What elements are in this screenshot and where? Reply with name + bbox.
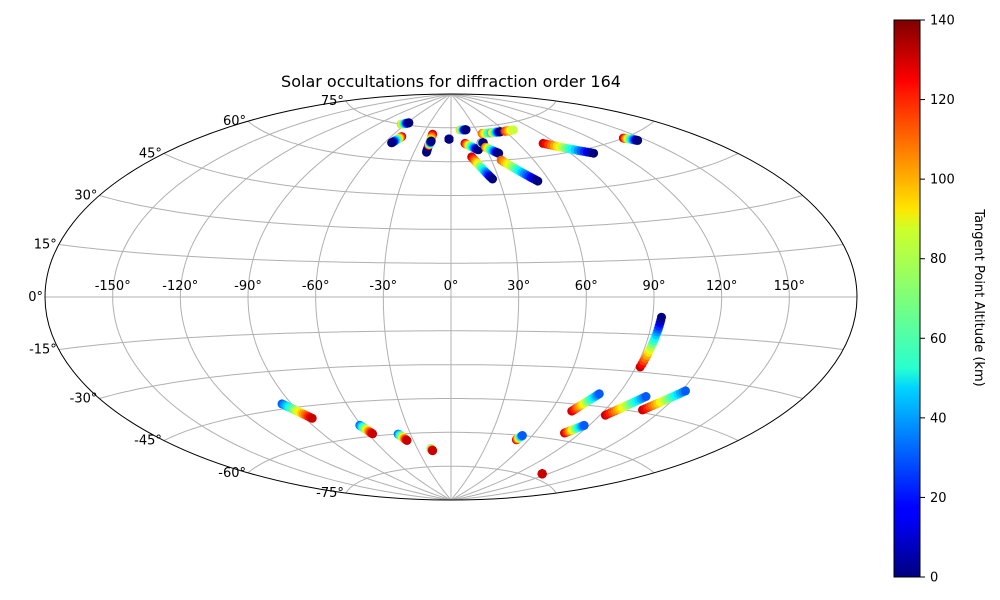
longitude-tick-label: 150° (774, 279, 805, 294)
occultation-track-occ-20 (600, 392, 651, 420)
chart-title: Solar occultations for diffraction order… (281, 72, 621, 91)
occultation-point (387, 138, 397, 148)
map-boundary (44, 93, 858, 501)
occultation-track-occ-15 (538, 138, 599, 158)
occultation-track-occ-17 (635, 312, 666, 372)
occultation-point (633, 135, 643, 145)
longitude-tick-label: 30° (507, 279, 530, 294)
latitude-tick-label: -30° (70, 392, 98, 407)
occultation-point (428, 446, 438, 456)
occultation-track-occ-26 (511, 431, 527, 445)
parallel-gridline (247, 120, 655, 163)
parallel-gridline (247, 431, 655, 474)
longitude-tick-label: -150° (95, 279, 131, 294)
occultation-point (461, 125, 471, 135)
occultation-track-occ-16 (618, 133, 643, 145)
longitude-tick-label: -90° (234, 279, 262, 294)
occultation-track-occ-10 (481, 142, 504, 158)
occultation-track-occ-5 (444, 134, 454, 144)
latitude-tick-label: -45° (134, 434, 162, 449)
occultation-track-occ-21 (638, 386, 690, 415)
occultation-track-occ-1 (396, 118, 414, 129)
occultation-track-occ-2 (387, 132, 407, 148)
colorbar-tick-label: 40 (930, 411, 947, 426)
latitude-tick-labels: 75° 60° 45° 30° 15° 0° -15° -30° -45° -60° -75° (28, 94, 344, 501)
parallel-gridline (99, 195, 803, 230)
occultation-point (517, 431, 527, 440)
longitude-tick-label: -30° (369, 279, 397, 294)
occultation-point (681, 386, 690, 396)
longitude-tick-label: 0° (444, 279, 459, 294)
occultation-track-occ-11 (496, 155, 543, 186)
occultation-point (657, 312, 666, 322)
colorbar-gradient (893, 19, 921, 578)
occultation-track-occ-7 (460, 138, 483, 155)
occultation-track-occ-25 (426, 444, 438, 456)
occultation-track-occ-24 (393, 429, 412, 445)
occultation-point (426, 136, 436, 146)
parallel-gridline (58, 330, 844, 350)
occultation-point (533, 176, 543, 186)
longitude-tick-labels: -150° -120° -90° -60° -30° 0° 30° 60° 90° 120° 150… (95, 279, 805, 294)
colorbar: 0 20 40 60 80 100 120 140 Tangent Point Altitud… (893, 14, 986, 586)
occultation-track-occ-27 (537, 469, 547, 479)
colorbar-tick-label: 100 (930, 173, 955, 188)
occultation-track-occ-6 (455, 125, 471, 135)
longitude-tick-label: -60° (302, 279, 330, 294)
occultation-point (589, 148, 599, 158)
occultation-point (404, 118, 414, 128)
latitude-tick-label: -15° (29, 343, 57, 358)
longitude-tick-label: -120° (162, 279, 198, 294)
occultation-point (402, 436, 412, 445)
occultation-track-occ-14 (500, 125, 518, 136)
colorbar-tick-label: 0 (930, 571, 938, 586)
occultation-track-occ-22 (277, 399, 317, 423)
parallel-gridline (345, 100, 557, 129)
latitude-tick-label: -60° (218, 466, 246, 481)
occultation-point (537, 469, 547, 479)
occultation-point (307, 413, 317, 423)
occultation-track-occ-18 (567, 389, 604, 416)
occultation-point (594, 389, 604, 399)
latitude-tick-label: 75° (321, 94, 344, 109)
longitude-tick-label: 90° (642, 279, 665, 294)
occultation-point (641, 392, 651, 401)
latitude-tick-label: 15° (34, 238, 57, 253)
longitude-tick-label: 120° (706, 279, 737, 294)
parallel-gridline (345, 465, 557, 494)
occultation-point (488, 174, 497, 184)
occultation-track-occ-4 (424, 136, 436, 150)
occultation-point (579, 420, 589, 430)
occultation-point (508, 125, 518, 135)
occultation-track-occ-19 (560, 420, 589, 438)
map-grid (45, 93, 857, 501)
parallel-gridline (99, 364, 803, 399)
occultation-point (368, 429, 378, 439)
occultation-point (494, 148, 504, 158)
colorbar-tick-label: 120 (930, 93, 955, 108)
colorbar-ticks: 0 20 40 60 80 100 120 140 (920, 14, 955, 586)
longitude-tick-label: 60° (575, 279, 598, 294)
parallel-gridline (163, 153, 739, 196)
latitude-tick-label: -75° (316, 486, 344, 501)
colorbar-tick-label: 20 (930, 491, 947, 506)
occultation-points (277, 118, 690, 479)
colorbar-tick-label: 60 (930, 332, 947, 347)
colorbar-label: Tangent Point Altitude (km) (971, 208, 986, 386)
occultation-track-occ-23 (355, 420, 378, 439)
colorbar-tick-label: 140 (930, 14, 955, 29)
latitude-tick-label: 60° (223, 114, 246, 129)
occultation-point (444, 134, 454, 144)
colorbar-tick-label: 80 (930, 252, 947, 267)
latitude-tick-label: 0° (28, 290, 43, 305)
latitude-tick-label: 45° (139, 147, 162, 162)
occultation-track-occ-13 (487, 127, 506, 138)
parallel-gridline (58, 244, 844, 264)
occultation-point (473, 145, 483, 155)
parallel-gridline (163, 398, 739, 441)
occultation-track-occ-8 (467, 152, 497, 184)
latitude-tick-label: 30° (74, 189, 97, 204)
